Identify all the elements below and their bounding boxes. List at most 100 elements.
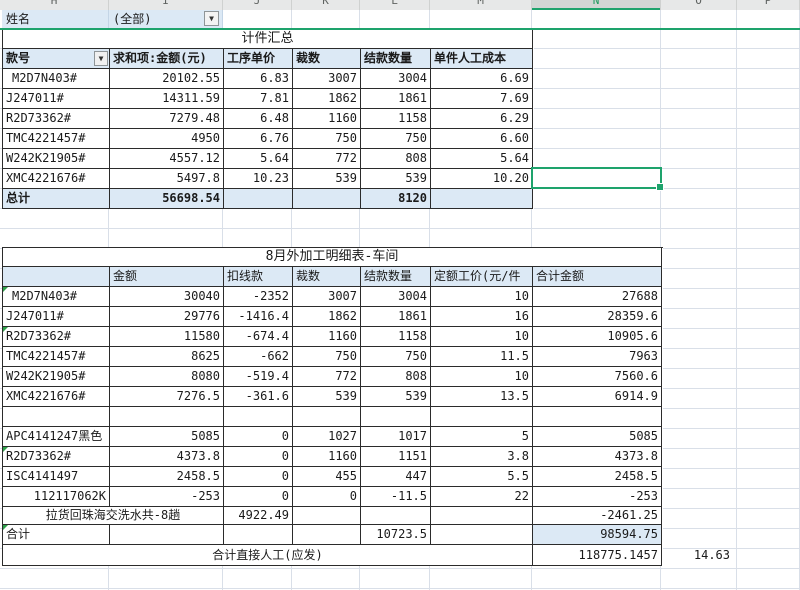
cell[interactable] [224, 189, 293, 209]
cell[interactable]: 30040 [110, 287, 224, 307]
cell[interactable]: 14311.59 [110, 89, 224, 109]
cell[interactable]: 20102.55 [110, 69, 224, 89]
column-letter-K[interactable]: K [292, 0, 360, 10]
cell[interactable]: XMC4221676# [3, 387, 110, 407]
cell[interactable]: ISC4141497 [3, 467, 110, 487]
cell[interactable] [431, 407, 533, 427]
column-letter-O[interactable]: O [661, 0, 737, 10]
cell[interactable]: 0 [224, 427, 293, 447]
cell[interactable]: 1017 [361, 427, 431, 447]
cell[interactable]: 10 [431, 287, 533, 307]
cell[interactable]: 5497.8 [110, 169, 224, 189]
cell[interactable]: R2D73362# [3, 109, 110, 129]
cell[interactable]: -11.5 [361, 487, 431, 507]
t1-header-style-no[interactable]: 款号 ▼ [3, 49, 110, 69]
column-letter-P[interactable]: P [737, 0, 800, 10]
cell[interactable]: 7279.48 [110, 109, 224, 129]
cell[interactable]: 539 [361, 169, 431, 189]
cell[interactable]: -662 [224, 347, 293, 367]
cell[interactable]: XMC4221676# [3, 169, 110, 189]
cell[interactable] [293, 525, 361, 545]
cell[interactable]: TMC4221457# [3, 347, 110, 367]
cell[interactable]: R2D73362# [3, 327, 110, 347]
cell[interactable]: 750 [361, 347, 431, 367]
cell[interactable]: M2D7N403# [3, 69, 110, 89]
cell[interactable] [431, 189, 533, 209]
cell[interactable]: 4373.8 [110, 447, 224, 467]
column-letter-L[interactable]: L [360, 0, 430, 10]
cell[interactable] [361, 407, 431, 427]
column-letter-H[interactable]: H [0, 0, 109, 10]
cell[interactable] [431, 507, 533, 525]
direct-labor-label-cell[interactable]: 合计直接人工(应发) [3, 545, 533, 566]
cell[interactable]: 6.69 [431, 69, 533, 89]
cell[interactable]: TMC4221457# [3, 129, 110, 149]
cell[interactable]: 16 [431, 307, 533, 327]
cell[interactable] [224, 407, 293, 427]
cell[interactable]: 8080 [110, 367, 224, 387]
cell[interactable]: 0 [224, 447, 293, 467]
cell[interactable]: 1158 [361, 327, 431, 347]
filter-dropdown-button[interactable]: ▼ [204, 11, 219, 26]
cell[interactable]: 6.29 [431, 109, 533, 129]
selected-cell-outline[interactable] [531, 167, 664, 191]
cell[interactable]: 11580 [110, 327, 224, 347]
cell[interactable] [224, 525, 293, 545]
cell[interactable] [361, 507, 431, 525]
cell[interactable]: 10905.6 [533, 327, 662, 347]
cell[interactable]: R2D73362# [3, 447, 110, 467]
cell[interactable]: -1416.4 [224, 307, 293, 327]
cell[interactable]: -253 [533, 487, 662, 507]
cell[interactable]: 4557.12 [110, 149, 224, 169]
cell[interactable]: 2458.5 [110, 467, 224, 487]
cell[interactable]: 6.76 [224, 129, 293, 149]
cell[interactable]: -2461.25 [533, 507, 662, 525]
cell[interactable]: 539 [293, 169, 361, 189]
t2-header-total-amount[interactable]: 合计金额 [533, 267, 662, 287]
name-filter-label-cell[interactable]: 姓名 [2, 10, 109, 28]
cell[interactable]: 10723.5 [361, 525, 431, 545]
cell[interactable]: J247011# [3, 89, 110, 109]
column-letter-M[interactable]: M [430, 0, 532, 10]
cell[interactable]: 3004 [361, 69, 431, 89]
cell[interactable]: 4373.8 [533, 447, 662, 467]
cell[interactable]: 总计 [3, 189, 110, 209]
cell[interactable]: 1160 [293, 109, 361, 129]
cell[interactable]: 808 [361, 149, 431, 169]
cell[interactable]: 7.81 [224, 89, 293, 109]
t1-header-settle-qty[interactable]: 结款数量 [361, 49, 431, 69]
autofilter-button[interactable]: ▼ [94, 51, 108, 66]
t1-header-unit-labor-cost[interactable]: 单件人工成本 [431, 49, 533, 69]
cell[interactable]: 22 [431, 487, 533, 507]
cell[interactable]: 56698.54 [110, 189, 224, 209]
cell[interactable]: 3007 [293, 287, 361, 307]
t2-header-blank[interactable] [3, 267, 110, 287]
t2-header-amount[interactable]: 金额 [110, 267, 224, 287]
cell[interactable]: -519.4 [224, 367, 293, 387]
cell[interactable]: 772 [293, 149, 361, 169]
cell[interactable]: 447 [361, 467, 431, 487]
cell[interactable]: 6914.9 [533, 387, 662, 407]
cell[interactable]: 8120 [361, 189, 431, 209]
cell[interactable]: APC4141247黑色 [3, 427, 110, 447]
cell[interactable]: 5 [431, 427, 533, 447]
t2-header-settle-qty[interactable]: 结款数量 [361, 267, 431, 287]
outside-value-cell[interactable]: 14.63 [693, 548, 730, 562]
cell[interactable]: 539 [361, 387, 431, 407]
t2-header-cut-qty[interactable]: 裁数 [293, 267, 361, 287]
t1-header-cut-qty[interactable]: 裁数 [293, 49, 361, 69]
column-letter-N-selected[interactable]: N [532, 0, 661, 10]
cell[interactable]: 10 [431, 327, 533, 347]
cell[interactable]: 10.20 [431, 169, 533, 189]
cell[interactable]: 1861 [361, 89, 431, 109]
cell[interactable]: 6.83 [224, 69, 293, 89]
cell[interactable]: 7963 [533, 347, 662, 367]
cell[interactable]: 1160 [293, 447, 361, 467]
cell[interactable] [293, 407, 361, 427]
cell[interactable]: 3.8 [431, 447, 533, 467]
t2-header-thread-deduction[interactable]: 扣线款 [224, 267, 293, 287]
cell[interactable]: 1862 [293, 307, 361, 327]
cell[interactable]: 750 [361, 129, 431, 149]
cell[interactable]: 7560.6 [533, 367, 662, 387]
cell[interactable] [533, 407, 662, 427]
